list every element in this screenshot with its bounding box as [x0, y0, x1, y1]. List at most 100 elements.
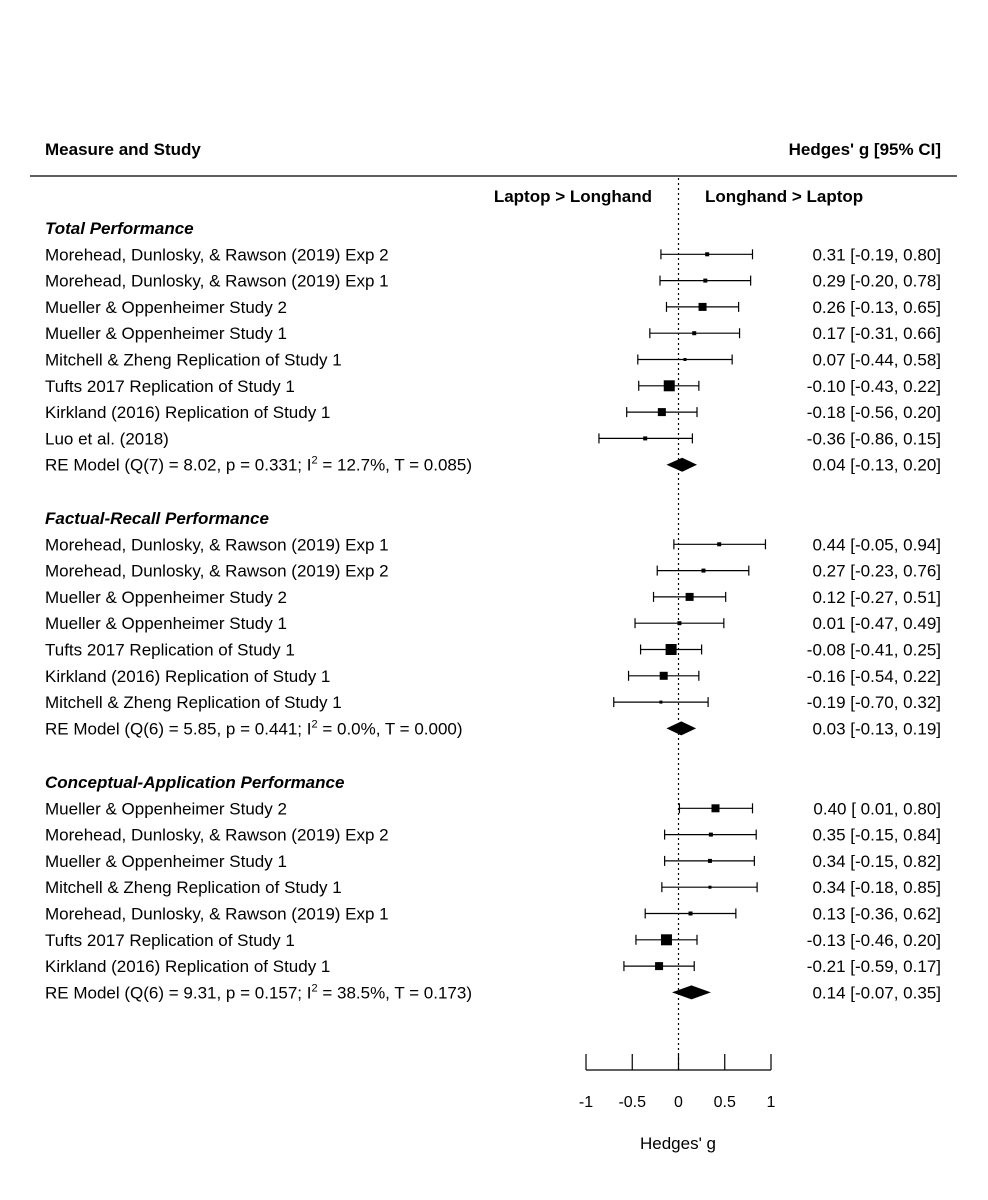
study-value: 0.12 [-0.27, 0.51] — [812, 588, 941, 607]
study-label: Mueller & Oppenheimer Study 2 — [45, 799, 287, 818]
study-label: Tufts 2017 Replication of Study 1 — [45, 931, 295, 950]
effect-point — [701, 568, 706, 573]
study-label: Morehead, Dunlosky, & Rawson (2019) Exp … — [45, 905, 389, 924]
direction-right-label: Longhand > Laptop — [705, 187, 863, 206]
x-tick-label: 0.5 — [714, 1094, 736, 1111]
study-label: Mueller & Oppenheimer Study 1 — [45, 324, 287, 343]
study-label: Mitchell & Zheng Replication of Study 1 — [45, 351, 342, 370]
study-value: -0.21 [-0.59, 0.17] — [807, 957, 941, 976]
study-value: 0.13 [-0.36, 0.62] — [812, 905, 941, 924]
effect-point — [660, 934, 672, 946]
study-value: 0.29 [-0.20, 0.78] — [812, 272, 941, 291]
study-value: -0.16 [-0.54, 0.22] — [807, 667, 941, 686]
effect-point — [659, 700, 663, 704]
x-axis-label: Hedges' g — [640, 1134, 716, 1153]
study-label: Morehead, Dunlosky, & Rawson (2019) Exp … — [45, 562, 389, 581]
study-label: Mueller & Oppenheimer Study 1 — [45, 614, 287, 633]
study-value: 0.34 [-0.18, 0.85] — [812, 878, 941, 897]
effect-point — [711, 804, 720, 813]
rows-group: Total Performance Morehead, Dunlosky, & R… — [45, 219, 941, 1002]
study-value: -0.18 [-0.56, 0.20] — [807, 403, 941, 422]
study-value: -0.08 [-0.41, 0.25] — [807, 641, 941, 660]
study-label: Mitchell & Zheng Replication of Study 1 — [45, 693, 342, 712]
effect-point — [692, 331, 697, 336]
study-value: 0.35 [-0.15, 0.84] — [812, 826, 941, 845]
effect-point — [688, 911, 693, 916]
model-label-superscript: 2 — [311, 718, 317, 730]
header-hedges-g-ci: Hedges' g [95% CI] — [789, 140, 941, 159]
group-title: Conceptual-Application Performance — [45, 773, 344, 792]
effect-point — [708, 885, 712, 889]
study-label: Kirkland (2016) Replication of Study 1 — [45, 667, 330, 686]
study-label: Mueller & Oppenheimer Study 2 — [45, 298, 287, 317]
model-value: 0.14 [-0.07, 0.35] — [812, 983, 941, 1002]
effect-point — [698, 302, 707, 311]
model-label-post: = 12.7%, T = 0.085) — [318, 456, 472, 475]
direction-left-label: Laptop > Longhand — [494, 187, 652, 206]
study-value: 0.40 [ 0.01, 0.80] — [813, 799, 941, 818]
study-value: -0.10 [-0.43, 0.22] — [807, 377, 941, 396]
group-title: Factual-Recall Performance — [45, 509, 269, 528]
effect-point — [683, 358, 687, 361]
effect-point — [665, 644, 677, 655]
study-label: Tufts 2017 Replication of Study 1 — [45, 377, 295, 396]
x-axis: -1 -0.5 0 0.5 1 — [579, 1054, 776, 1111]
effect-point — [663, 380, 675, 392]
study-label: Morehead, Dunlosky, & Rawson (2019) Exp … — [45, 245, 389, 264]
study-label: Morehead, Dunlosky, & Rawson (2019) Exp … — [45, 272, 389, 291]
model-label: RE Model (Q(6) = 9.31, p = 0.157; I2 = 3… — [45, 982, 472, 1002]
model-value: 0.03 [-0.13, 0.19] — [812, 719, 941, 738]
study-value: 0.27 [-0.23, 0.76] — [812, 562, 941, 581]
summary-diamond — [672, 985, 711, 1000]
model-label-superscript: 2 — [311, 455, 317, 467]
effect-point — [655, 962, 664, 971]
x-tick-label: -0.5 — [618, 1094, 646, 1111]
effect-point — [705, 252, 710, 257]
study-value: 0.44 [-0.05, 0.94] — [812, 535, 941, 554]
model-label: RE Model (Q(7) = 8.02, p = 0.331; I2 = 1… — [45, 455, 472, 475]
model-label: RE Model (Q(6) = 5.85, p = 0.441; I2 = 0… — [45, 718, 463, 738]
model-label-pre: RE Model (Q(7) = 8.02, p = 0.331; I — [45, 456, 311, 475]
model-label-superscript: 2 — [311, 982, 317, 994]
study-value: 0.17 [-0.31, 0.66] — [812, 324, 941, 343]
study-label: Morehead, Dunlosky, & Rawson (2019) Exp … — [45, 535, 389, 554]
study-label: Mueller & Oppenheimer Study 2 — [45, 588, 287, 607]
study-label: Mitchell & Zheng Replication of Study 1 — [45, 878, 342, 897]
study-label: Kirkland (2016) Replication of Study 1 — [45, 403, 330, 422]
study-value: 0.01 [-0.47, 0.49] — [812, 614, 941, 633]
effect-point — [677, 621, 682, 626]
effect-point — [708, 832, 713, 837]
summary-diamond — [666, 457, 697, 472]
study-label: Morehead, Dunlosky, & Rawson (2019) Exp … — [45, 826, 389, 845]
effect-point — [685, 592, 694, 601]
header-measure-and-study: Measure and Study — [45, 140, 201, 159]
study-value: -0.19 [-0.70, 0.32] — [807, 693, 941, 712]
model-label-post: = 38.5%, T = 0.173) — [318, 983, 472, 1002]
study-value: 0.31 [-0.19, 0.80] — [812, 245, 941, 264]
effect-point — [659, 671, 668, 680]
study-label: Tufts 2017 Replication of Study 1 — [45, 641, 295, 660]
study-label: Luo et al. (2018) — [45, 429, 169, 448]
effect-point — [657, 408, 666, 417]
x-tick-label: 0 — [674, 1094, 683, 1111]
effect-point — [717, 542, 722, 547]
model-label-post: = 0.0%, T = 0.000) — [318, 719, 463, 738]
study-value: -0.36 [-0.86, 0.15] — [807, 429, 941, 448]
model-label-pre: RE Model (Q(6) = 9.31, p = 0.157; I — [45, 983, 311, 1002]
summary-diamond — [666, 721, 697, 736]
model-value: 0.04 [-0.13, 0.20] — [812, 456, 941, 475]
study-value: 0.34 [-0.15, 0.82] — [812, 852, 941, 871]
study-value: 0.07 [-0.44, 0.58] — [812, 351, 941, 370]
group-title: Total Performance — [45, 219, 194, 238]
study-label: Kirkland (2016) Replication of Study 1 — [45, 957, 330, 976]
study-label: Mueller & Oppenheimer Study 1 — [45, 852, 287, 871]
study-value: 0.26 [-0.13, 0.65] — [812, 298, 941, 317]
effect-point — [703, 278, 708, 283]
effect-point — [707, 858, 712, 863]
study-value: -0.13 [-0.46, 0.20] — [807, 931, 941, 950]
model-label-pre: RE Model (Q(6) = 5.85, p = 0.441; I — [45, 719, 311, 738]
effect-point — [643, 436, 648, 441]
x-tick-label: 1 — [767, 1094, 776, 1111]
x-tick-label: -1 — [579, 1094, 593, 1111]
